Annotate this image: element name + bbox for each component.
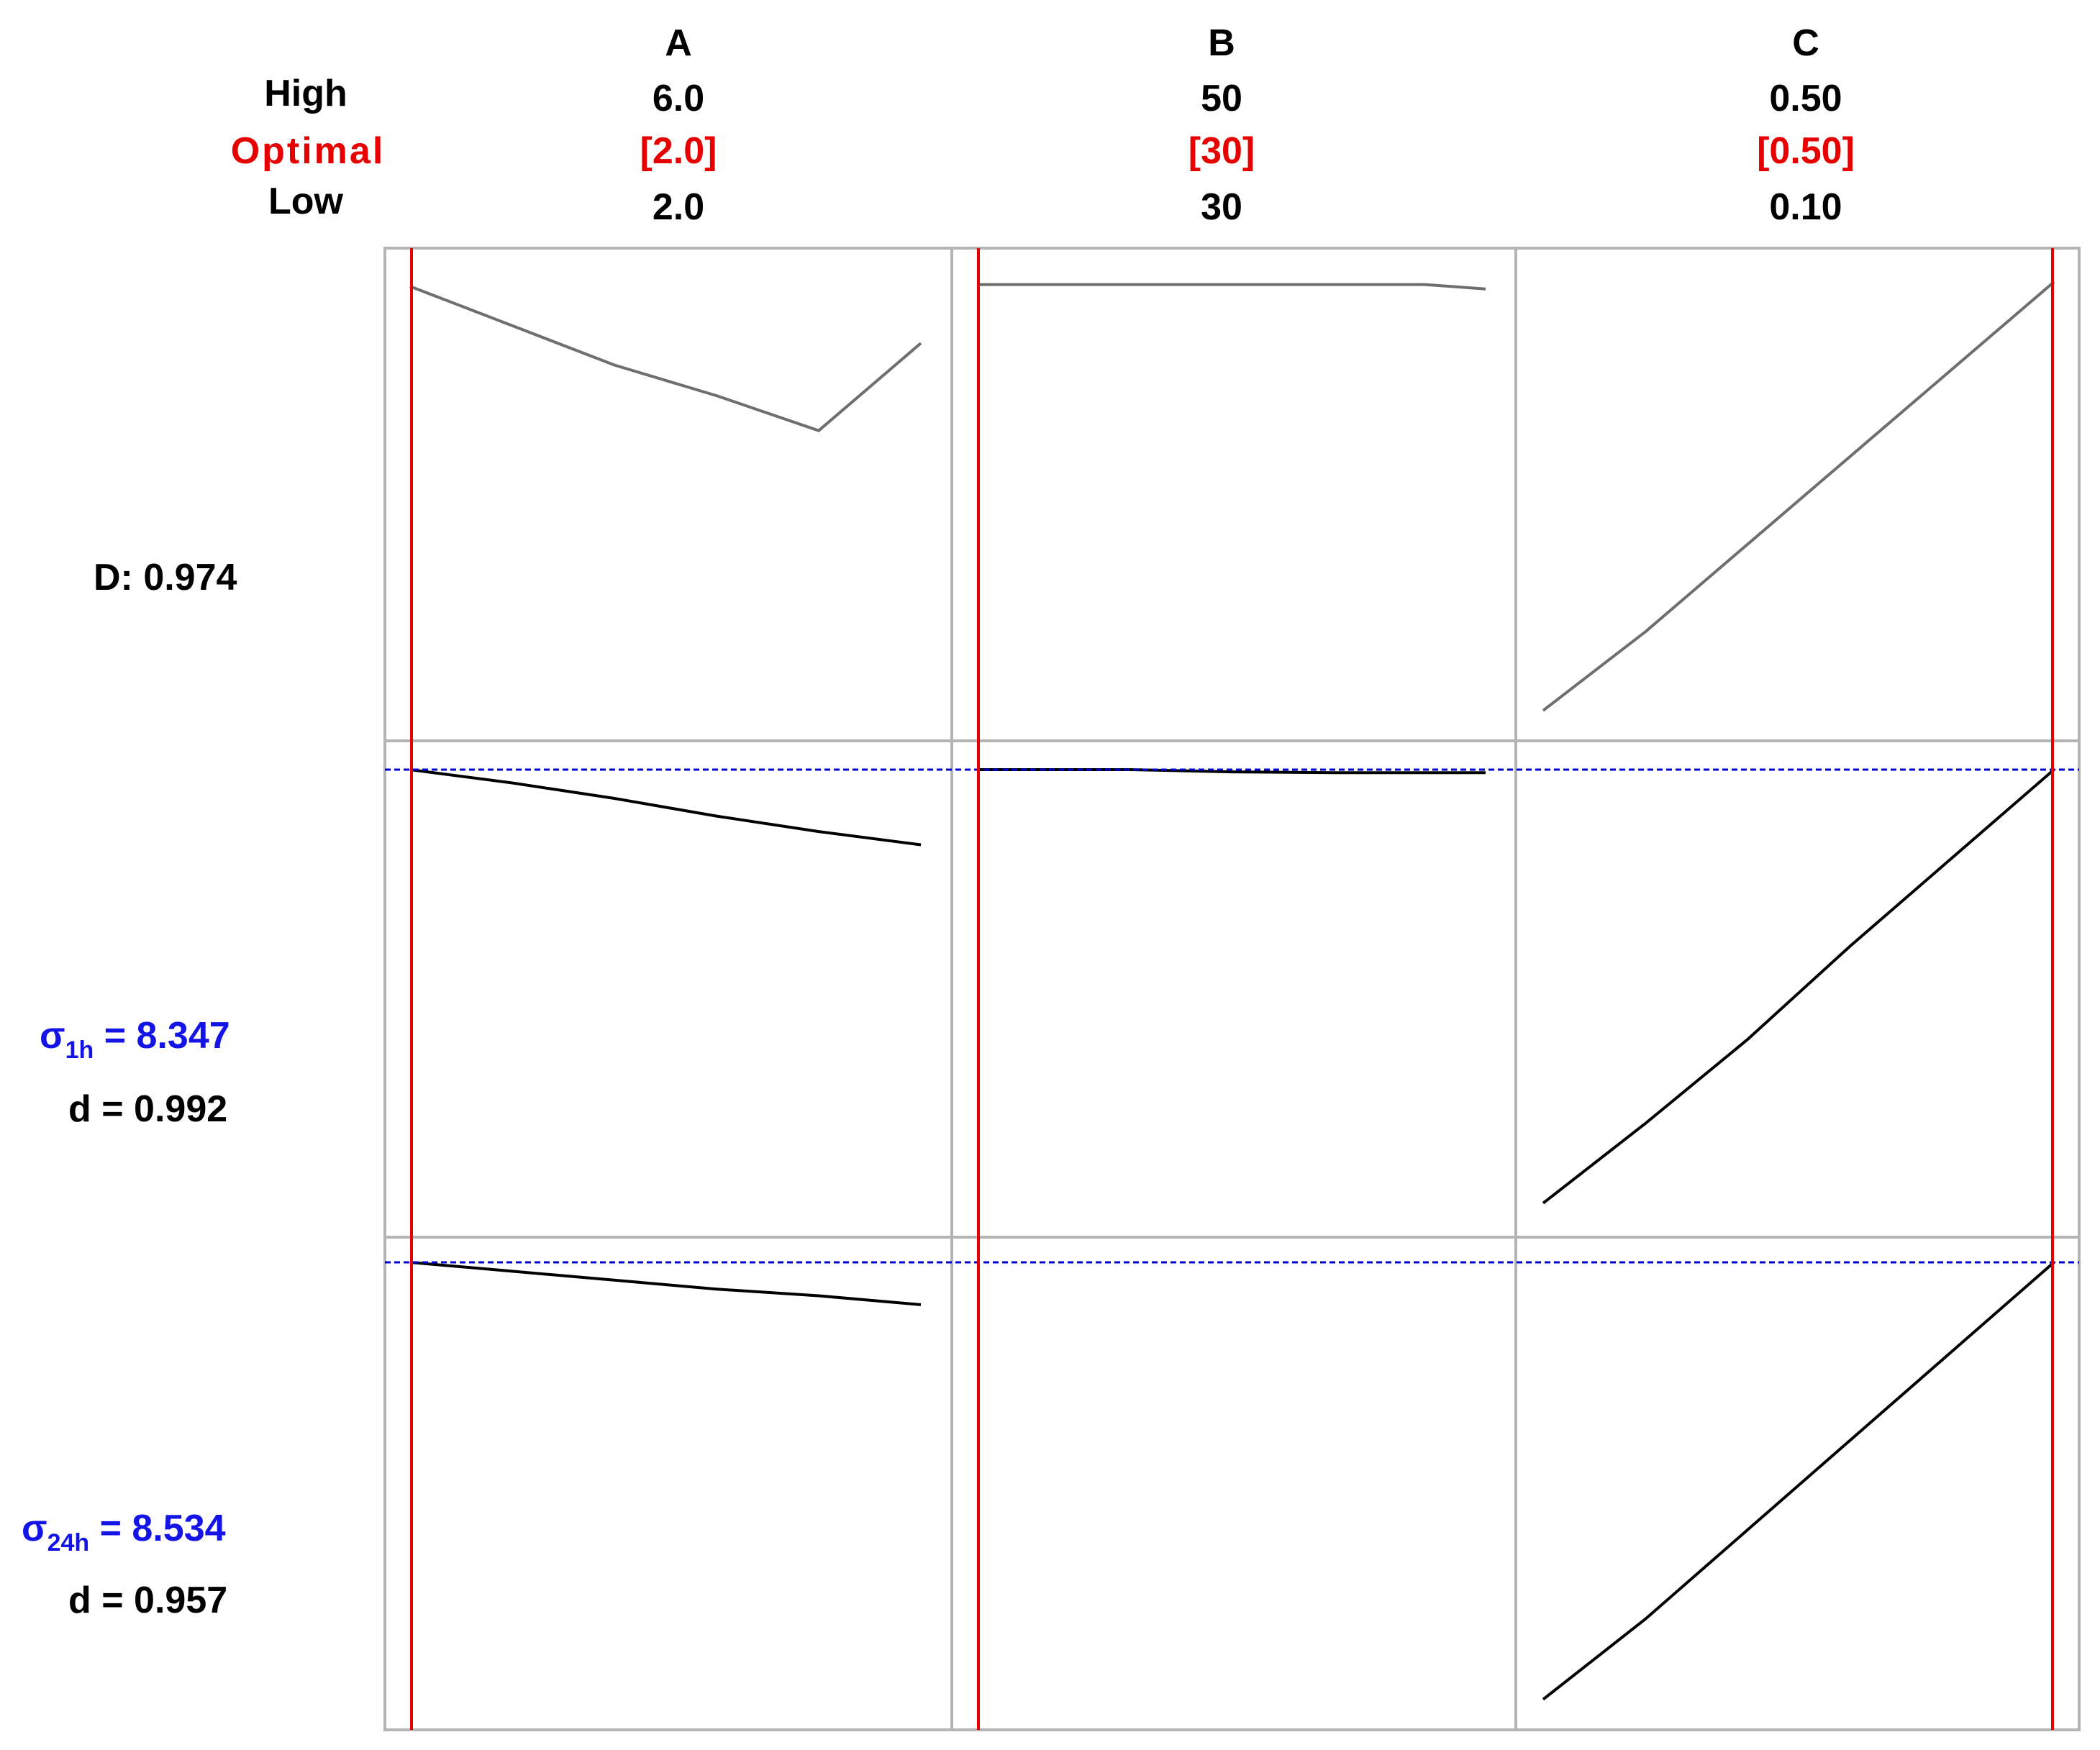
panel-r0-c1	[950, 247, 1517, 742]
factor-b-optimal: [30]	[1188, 130, 1255, 172]
response-1-subscript: 1h	[65, 1036, 94, 1064]
response-1-equals: = 8.347	[94, 1015, 230, 1057]
curve-r1-c2	[1542, 768, 2055, 1205]
factor-c-optimal: [0.50]	[1757, 130, 1855, 172]
factor-a-name: A	[665, 22, 692, 64]
panel-r1-c2	[1514, 739, 2081, 1239]
curve-r2-c0	[409, 1261, 922, 1306]
curve-r0-c2	[1542, 281, 2055, 712]
factor-c-high: 0.50	[1769, 78, 1842, 119]
response-2-value: σ24h = 8.534	[22, 1507, 226, 1557]
low-label: Low	[268, 181, 343, 222]
panel-r2-c2	[1514, 1236, 2081, 1731]
factor-c-low: 0.10	[1769, 186, 1842, 228]
factor-a-low: 2.0	[652, 186, 705, 228]
curve-r2-c2	[1542, 1261, 2055, 1701]
curve-r0-c0	[409, 285, 922, 432]
factor-a-optimal: [2.0]	[640, 130, 717, 172]
panel-r1-c1	[950, 739, 1517, 1239]
panel-r1-c0	[383, 739, 953, 1239]
factor-b-name: B	[1208, 22, 1235, 64]
composite-desirability: D: 0.974	[94, 557, 237, 598]
response-2-desirability: d = 0.957	[68, 1580, 228, 1621]
response-1-value: σ1h = 8.347	[40, 1014, 230, 1064]
response-1-symbol: σ	[40, 1015, 65, 1057]
curve-r0-c1	[978, 283, 1486, 291]
panel-r2-c1	[950, 1236, 1517, 1731]
response-2-symbol: σ	[22, 1508, 47, 1549]
factor-c-name: C	[1792, 22, 1819, 64]
optimal-label: Optimal	[230, 130, 386, 172]
panel-r0-c0	[383, 247, 953, 742]
response-1-desirability: d = 0.992	[68, 1088, 228, 1130]
curve-r1-c0	[409, 768, 922, 847]
factor-b-high: 50	[1201, 78, 1242, 119]
factor-a-high: 6.0	[652, 78, 705, 119]
factor-b-low: 30	[1201, 186, 1242, 228]
response-2-equals: = 8.534	[89, 1508, 226, 1549]
high-label: High	[264, 73, 347, 114]
panel-r2-c0	[383, 1236, 953, 1731]
response-2-subscript: 24h	[47, 1529, 90, 1557]
